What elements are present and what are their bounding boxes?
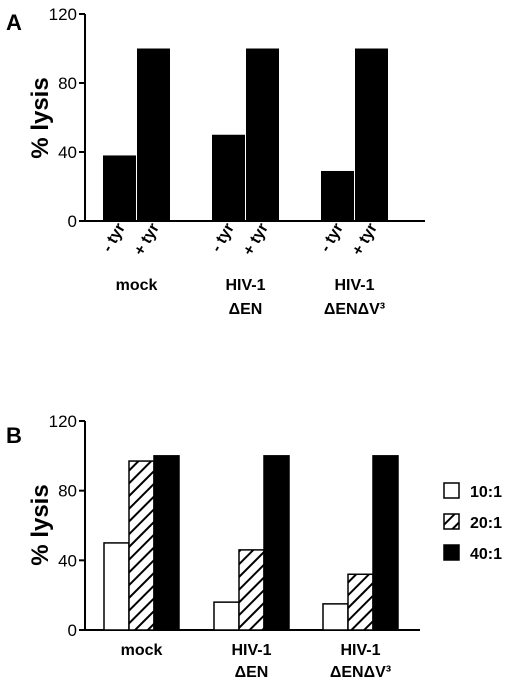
- x-category-label: mock: [116, 277, 158, 294]
- x-axis-category-labels: mock HIV-1 ΔEN HIV-1 ΔENΔV³: [121, 642, 392, 681]
- bar-label: + tyr: [240, 221, 272, 259]
- y-tick-label: 0: [68, 212, 77, 231]
- bar: [212, 134, 245, 221]
- x-category-label: ΔEN: [229, 301, 263, 318]
- bar-series: [103, 455, 399, 631]
- panel-label: B: [6, 423, 22, 448]
- x-category-label: HIV-1: [340, 642, 380, 659]
- bar-solid: [153, 455, 180, 631]
- bar-labels: - tyr + tyr - tyr + tyr - tyr + tyr: [99, 221, 381, 259]
- bar-label: + tyr: [131, 221, 163, 259]
- y-axis-label: % lysis: [27, 484, 54, 565]
- y-tick-label: 80: [58, 74, 77, 93]
- y-tick-label: 0: [68, 621, 77, 640]
- bar-open: [103, 542, 130, 631]
- bar-solid: [263, 455, 290, 631]
- bar: [103, 155, 136, 221]
- y-tick-label: 40: [58, 143, 77, 162]
- x-category-label: HIV-1: [231, 642, 271, 659]
- bar-solid: [372, 455, 399, 631]
- y-tick-label: 120: [49, 412, 77, 431]
- y-axis-label: % lysis: [27, 77, 54, 158]
- legend-label: 10:1: [470, 484, 502, 501]
- bar-open: [213, 601, 240, 631]
- legend-swatch: [443, 513, 460, 530]
- bar-open: [322, 603, 349, 631]
- x-category-label: ΔEN: [235, 664, 269, 681]
- y-tick-label: 120: [49, 5, 77, 24]
- x-category-label: ΔENΔV³: [324, 301, 385, 318]
- y-axis: 0 40 80 120: [49, 412, 85, 640]
- legend: 10:1 20:1 40:1: [443, 482, 502, 563]
- y-tick-label: 80: [58, 482, 77, 501]
- y-axis: 0 40 80 120: [49, 5, 85, 231]
- bar-hatched: [238, 549, 265, 631]
- chart-panel-b: B % lysis 0 40 80 120 mock HIV-1 ΔEN HIV-1 ΔENΔ…: [6, 412, 502, 681]
- bar: [246, 48, 279, 221]
- bar: [137, 48, 170, 221]
- panel-label: A: [6, 10, 22, 35]
- bar-label: - tyr: [317, 221, 347, 256]
- bar-hatched: [347, 573, 374, 631]
- legend-label: 20:1: [470, 515, 502, 532]
- bar-label: + tyr: [349, 221, 381, 259]
- x-category-label: ΔENΔV³: [330, 664, 391, 681]
- x-category-label: HIV-1: [334, 277, 374, 294]
- legend-swatch: [443, 482, 460, 499]
- bar-hatched: [128, 460, 155, 631]
- x-axis-category-labels: mock HIV-1 ΔEN HIV-1 ΔENΔV³: [116, 277, 386, 318]
- legend-label: 40:1: [470, 546, 502, 563]
- bar-label: - tyr: [99, 221, 129, 256]
- x-category-label: HIV-1: [225, 277, 265, 294]
- legend-swatch: [443, 544, 460, 561]
- bar: [355, 48, 388, 221]
- bar-series: [103, 48, 388, 221]
- bar-label: - tyr: [208, 221, 238, 256]
- y-tick-label: 40: [58, 551, 77, 570]
- bar: [321, 170, 354, 221]
- x-category-label: mock: [121, 642, 163, 659]
